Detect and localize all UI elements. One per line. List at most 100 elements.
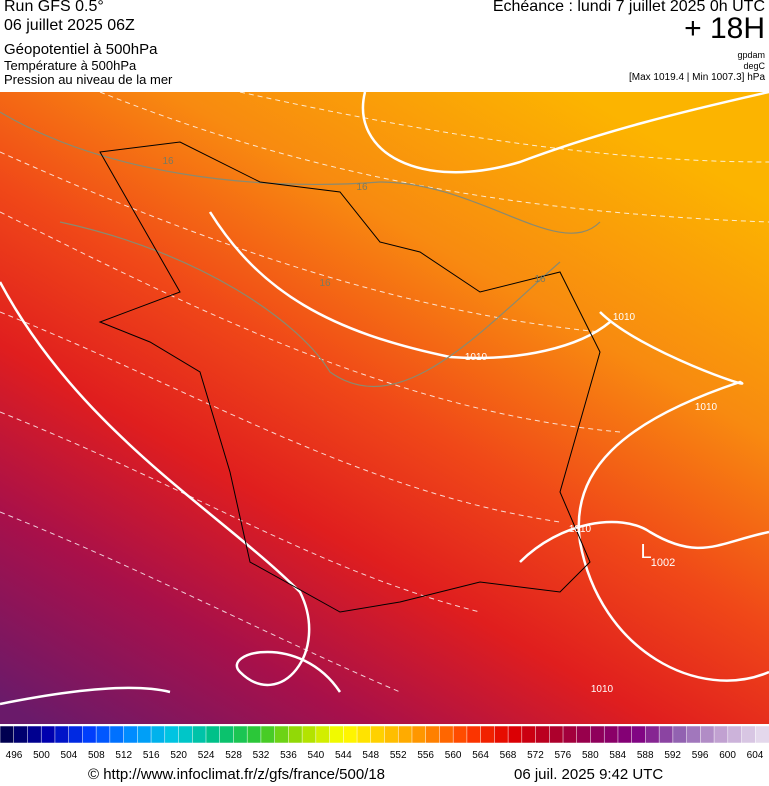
colorbar-swatch [329, 725, 345, 744]
colorbar-label: 512 [115, 750, 132, 761]
colorbar-label: 564 [472, 750, 489, 761]
colorbar-swatch [562, 725, 578, 744]
colorbar-label: 572 [527, 750, 544, 761]
colorbar-swatch [370, 725, 386, 744]
colorbar-swatch [741, 725, 757, 744]
colorbar: 496 500 504 508 512 516 520 524 528 532 536 540 544 5… [0, 725, 769, 761]
pressure-range: [Max 1019.4 | Min 1007.3] hPa [628, 72, 765, 83]
colorbar-swatch [315, 725, 331, 744]
unit: gpdam [737, 50, 765, 60]
colorbar-label: 504 [61, 750, 78, 761]
colorbar-swatch [95, 725, 111, 744]
field-label: Géopotentiel à 500hPa [4, 41, 158, 58]
generated-time: 06 juil. 2025 9:42 UTC [514, 766, 664, 783]
colorbar-swatch [755, 725, 769, 744]
field-label: Pression au niveau de la mer [4, 72, 173, 87]
colorbar-swatch [123, 725, 139, 744]
contour-label: 16 [162, 156, 174, 167]
colorbar-label: 536 [280, 750, 297, 761]
colorbar-swatch [384, 725, 399, 744]
colorbar-swatch [13, 725, 29, 744]
colorbar-swatch [494, 725, 509, 744]
contour-label: 16 [319, 278, 331, 289]
colorbar-swatch [439, 725, 454, 744]
colorbar-swatch [645, 725, 660, 744]
colorbar-label: 548 [362, 750, 379, 761]
colorbar-swatch [274, 725, 290, 744]
colorbar-swatch [603, 725, 619, 744]
colorbar-swatch [521, 725, 537, 744]
colorbar-swatch [260, 725, 276, 744]
colorbar-label: 556 [417, 750, 434, 761]
colorbar-label: 532 [253, 750, 270, 761]
colorbar-swatch [68, 725, 84, 744]
colorbar-label: 544 [335, 750, 352, 761]
colorbar-swatch [137, 725, 152, 744]
colorbar-swatch [658, 725, 674, 744]
colorbar-swatch [700, 725, 715, 744]
colorbar-swatch [617, 725, 633, 744]
colorbar-label: 516 [143, 750, 160, 761]
run-title: Run GFS 0.5° [4, 0, 104, 15]
contour-label: 1010 [613, 312, 636, 323]
colorbar-label: 592 [664, 750, 681, 761]
colorbar-swatch [672, 725, 688, 744]
colorbar-label: 552 [390, 750, 407, 761]
colorbar-label: 596 [692, 750, 709, 761]
colorbar-swatch [233, 725, 248, 744]
colorbar-swatch [590, 725, 605, 744]
colorbar-swatch [397, 725, 413, 744]
colorbar-label: 588 [637, 750, 654, 761]
colorbar-label: 524 [198, 750, 215, 761]
colorbar-swatch [411, 725, 427, 744]
colorbar-swatch [576, 725, 592, 744]
colorbar-label: 528 [225, 750, 242, 761]
colorbar-swatch [288, 725, 303, 744]
colorbar-label: 500 [33, 750, 50, 761]
contour-label: 1010 [695, 402, 718, 413]
colorbar-swatch [0, 725, 15, 744]
colorbar-swatch [727, 725, 743, 744]
colorbar-swatch [301, 725, 317, 744]
lead-time: + 18H [684, 12, 765, 45]
valid-time: Echéance : lundi 7 juillet 2025 0h UTC [492, 0, 765, 15]
colorbar-swatch [150, 725, 166, 744]
colorbar-swatch [246, 725, 262, 744]
colorbar-swatch [192, 725, 207, 744]
colorbar-swatch [164, 725, 180, 744]
contour-label: 1002 [651, 557, 675, 569]
colorbar-swatch [480, 725, 496, 744]
source-link: © http://www.infoclimat.fr/z/gfs/france/… [88, 766, 386, 783]
colorbar-swatch [631, 725, 647, 744]
unit: degC [743, 61, 765, 71]
contour-label: 1010 [465, 352, 488, 363]
colorbar-label: 496 [6, 750, 23, 761]
colorbar-label: 540 [308, 750, 325, 761]
colorbar-swatch [713, 725, 729, 744]
geopotential-lines [0, 92, 769, 693]
map: 16 16 16 16 1010 1010 1010 1010 1010 L 1002 [0, 92, 769, 724]
colorbar-swatch [82, 725, 97, 744]
colorbar-label: 584 [609, 750, 626, 761]
colorbar-swatch [686, 725, 702, 744]
colorbar-label: 520 [170, 750, 187, 761]
colorbar-swatch [356, 725, 372, 744]
field-label: Température à 500hPa [4, 58, 137, 73]
colorbar-label: 600 [719, 750, 736, 761]
colorbar-swatch [219, 725, 235, 744]
colorbar-swatch [535, 725, 551, 744]
colorbar-label: 508 [88, 750, 105, 761]
colorbar-label: 576 [555, 750, 572, 761]
contour-label: 1010 [569, 524, 592, 535]
contour-label: L [640, 541, 651, 563]
run-date: 06 juillet 2025 06Z [4, 17, 135, 34]
isotherms [0, 111, 601, 387]
colorbar-swatch [178, 725, 193, 744]
colorbar-swatch [549, 725, 564, 744]
contour-label: 1010 [591, 684, 614, 695]
temperature-field [0, 92, 769, 724]
contour-label: 16 [356, 182, 368, 193]
colorbar-label: 560 [445, 750, 462, 761]
colorbar-swatch [40, 725, 56, 744]
